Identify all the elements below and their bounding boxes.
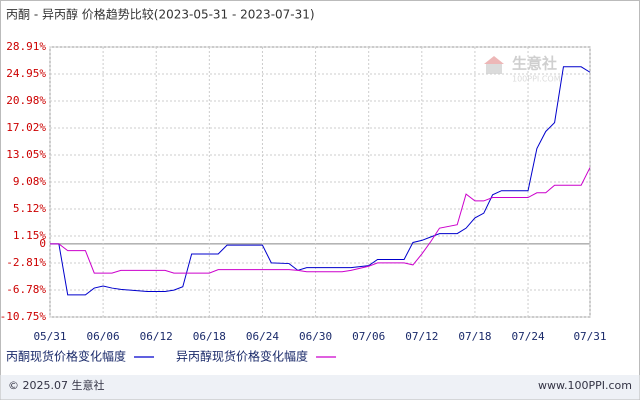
- x-tick-label: 07/24: [511, 330, 544, 343]
- footer-bar: [0, 375, 640, 400]
- y-tick-label: -10.75%: [0, 310, 46, 323]
- x-tick-label: 06/12: [140, 330, 173, 343]
- chart-title: 丙酮 - 异丙醇 价格趋势比较(2023-05-31 - 2023-07-31): [6, 7, 315, 22]
- y-tick-label: 28.91%: [6, 40, 46, 53]
- x-tick-label: 07/18: [458, 330, 491, 343]
- y-tick-label: -2.81%: [6, 256, 46, 269]
- x-tick-label: 06/30: [299, 330, 332, 343]
- x-tick-label: 07/06: [352, 330, 385, 343]
- x-tick-label: 05/31: [33, 330, 66, 343]
- watermark-site: 100PPI.COM: [512, 75, 561, 84]
- x-tick-label: 06/24: [246, 330, 279, 343]
- legend-label: 异丙醇现货价格变化幅度: [176, 349, 308, 364]
- x-tick-label: 06/18: [193, 330, 226, 343]
- legend-label: 丙酮现货价格变化幅度: [6, 349, 126, 364]
- x-tick-label: 07/31: [573, 330, 606, 343]
- x-tick-label: 07/12: [405, 330, 438, 343]
- y-tick-label: 17.02%: [6, 121, 46, 134]
- watermark: 生意社 100PPI.COM: [484, 55, 561, 84]
- footer-copyright: © 2025.07 生意社: [8, 378, 104, 392]
- series-line: [50, 66, 591, 296]
- watermark-name: 生意社: [512, 55, 557, 73]
- y-tick-label: 13.05%: [6, 148, 46, 161]
- y-tick-label: 20.98%: [6, 94, 46, 107]
- y-tick-label: -6.78%: [6, 283, 46, 296]
- y-tick-label: 24.95%: [6, 67, 46, 80]
- footer-site: www.100PPI.com: [538, 379, 632, 392]
- y-tick-label: 0: [39, 237, 46, 250]
- y-tick-label: 9.08%: [13, 175, 46, 188]
- x-tick-label: 06/06: [87, 330, 120, 343]
- y-tick-label: 1.15%: [13, 229, 46, 242]
- y-tick-label: 5.12%: [13, 202, 46, 215]
- series-line: [50, 167, 591, 274]
